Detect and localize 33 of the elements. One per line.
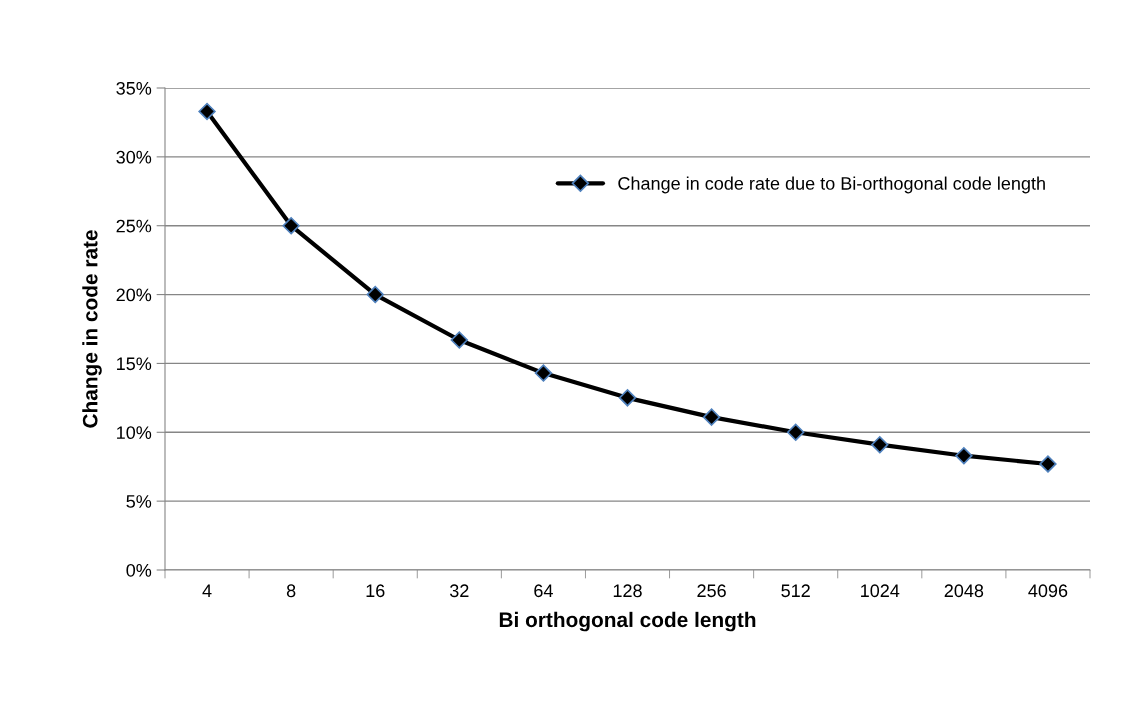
legend-label: Change in code rate due to Bi-orthogonal code length (618, 176, 1045, 194)
point (534, 364, 553, 382)
point (366, 285, 384, 304)
x-tick-label: 64 (534, 584, 553, 598)
point (1039, 455, 1057, 473)
point (786, 423, 805, 441)
y-tick-label: 20% (116, 288, 152, 302)
point (618, 389, 637, 407)
x-tick-label: 512 (781, 584, 810, 598)
y-tick-label: 5% (126, 495, 152, 508)
x-tick-label: 16 (366, 584, 385, 598)
x-tick-label: 8 (286, 584, 296, 598)
point (702, 408, 721, 426)
x-tick-label: 32 (449, 584, 469, 598)
point (198, 102, 216, 121)
y-axis-title: Change in code rate (82, 230, 102, 428)
point (282, 217, 300, 235)
point (871, 435, 889, 454)
point (450, 331, 469, 349)
y-tick-label: 30% (116, 150, 152, 164)
x-tick-label: 1024 (861, 584, 900, 598)
point (955, 447, 973, 465)
x-tick-label: 128 (613, 584, 642, 598)
x-tick-label: 2048 (944, 584, 984, 598)
y-tick-label: 15% (117, 357, 152, 371)
y-tick-label: 0% (126, 563, 152, 577)
x-tick-label: 4096 (1028, 584, 1068, 598)
x-axis-title: Bi orthogonal code length (499, 611, 756, 632)
y-tick-label: 35% (116, 81, 152, 95)
x-tick-label: 4 (202, 584, 212, 597)
y-tick-label: 10% (117, 426, 152, 440)
x-tick-label: 256 (697, 584, 726, 598)
y-tick-label: 25% (116, 219, 152, 233)
